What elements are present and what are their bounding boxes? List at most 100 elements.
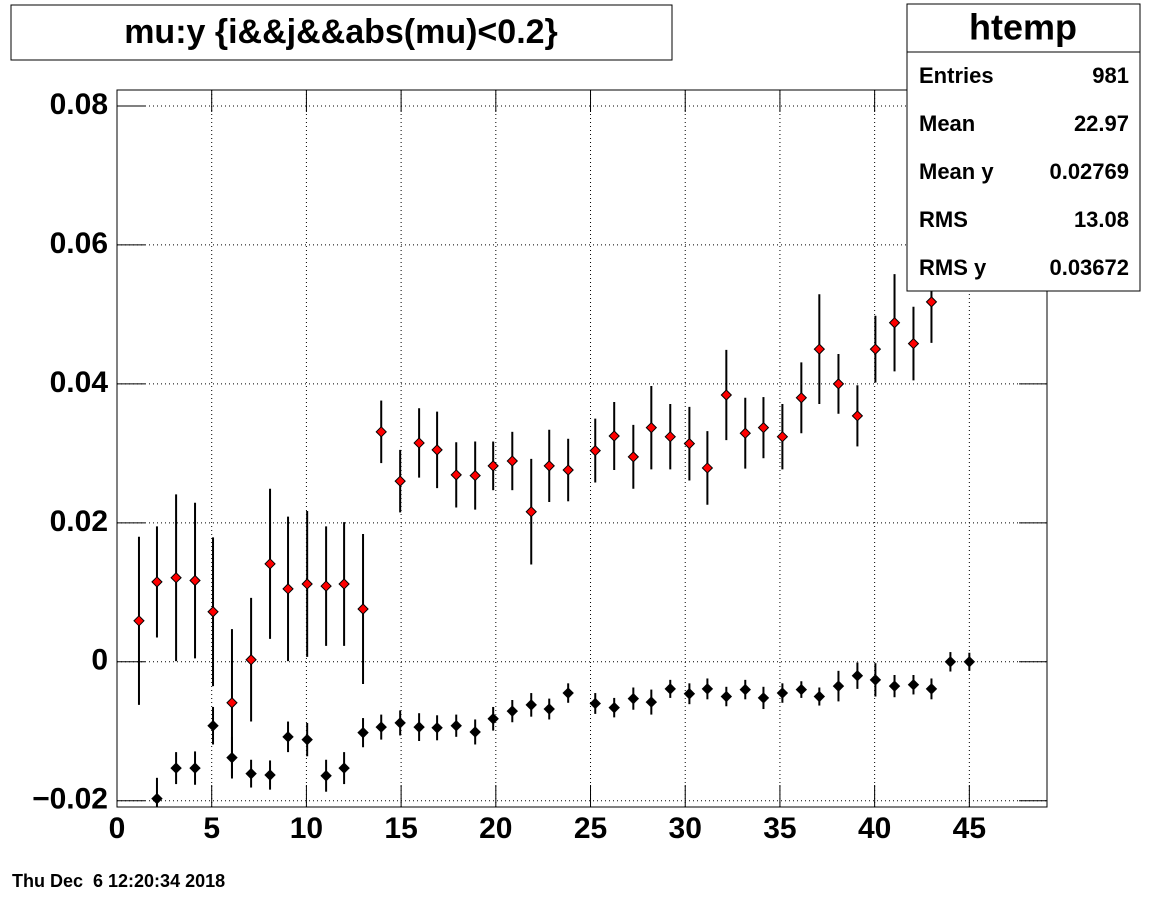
marker bbox=[944, 656, 957, 668]
marker bbox=[664, 430, 676, 443]
marker bbox=[832, 378, 845, 390]
marker bbox=[925, 296, 938, 308]
marker bbox=[264, 558, 276, 570]
marker bbox=[506, 705, 519, 717]
marker bbox=[375, 426, 387, 438]
marker bbox=[869, 343, 882, 355]
marker bbox=[469, 469, 481, 482]
marker bbox=[375, 721, 387, 733]
stats-box: htemp Entries 981 Mean 22.97 Mean y 0.02769 RM… bbox=[906, 3, 1141, 292]
plot-frame bbox=[116, 89, 1048, 808]
marker bbox=[226, 697, 238, 709]
y-tick-label: 0.06 bbox=[50, 227, 108, 260]
marker bbox=[851, 669, 864, 682]
marker bbox=[338, 578, 350, 590]
stats-value: 0.02769 bbox=[1049, 159, 1129, 184]
stats-title: htemp bbox=[969, 7, 1077, 48]
marker bbox=[627, 451, 640, 463]
marker bbox=[245, 767, 257, 780]
marker bbox=[907, 679, 920, 691]
marker bbox=[487, 713, 499, 725]
marker bbox=[627, 692, 640, 705]
plot-area bbox=[133, 260, 976, 807]
marker bbox=[170, 762, 182, 774]
marker bbox=[320, 770, 332, 782]
marker bbox=[282, 583, 294, 595]
marker bbox=[338, 762, 350, 774]
marker bbox=[776, 430, 789, 443]
marker bbox=[226, 751, 238, 764]
x-tick-label: 40 bbox=[858, 812, 891, 845]
marker bbox=[739, 427, 751, 439]
marker bbox=[450, 469, 462, 481]
stats-label: Mean y bbox=[919, 159, 994, 184]
marker bbox=[888, 680, 901, 692]
marker bbox=[907, 337, 920, 350]
marker bbox=[469, 726, 481, 738]
date-stamp: Thu Dec 6 12:20:34 2018 bbox=[12, 871, 225, 891]
marker bbox=[776, 687, 789, 699]
marker bbox=[795, 683, 808, 696]
marker bbox=[207, 720, 219, 732]
stats-label: Mean bbox=[919, 111, 975, 136]
marker bbox=[282, 731, 294, 743]
marker bbox=[525, 699, 537, 711]
marker bbox=[357, 726, 369, 739]
marker bbox=[683, 688, 696, 700]
title-box bbox=[10, 4, 673, 61]
stats-value: 22.97 bbox=[1074, 111, 1129, 136]
y-tick-label: 0.04 bbox=[50, 366, 109, 399]
marker bbox=[450, 720, 462, 732]
marker bbox=[525, 506, 537, 518]
marker bbox=[589, 444, 601, 457]
marker bbox=[301, 733, 313, 746]
x-tick-label: 45 bbox=[953, 812, 986, 845]
x-tick-label: 30 bbox=[669, 812, 702, 845]
marker bbox=[963, 656, 976, 668]
stats-label: RMS bbox=[919, 207, 968, 232]
y-tick-label: 0 bbox=[91, 644, 108, 677]
marker bbox=[245, 654, 257, 666]
marker bbox=[151, 576, 163, 588]
marker bbox=[431, 722, 443, 734]
x-tick-label: 10 bbox=[290, 812, 323, 845]
marker bbox=[394, 475, 406, 487]
x-tick-label: 20 bbox=[479, 812, 512, 845]
stats-label: Entries bbox=[919, 63, 994, 88]
y-tick-label: 0.08 bbox=[50, 88, 108, 121]
marker bbox=[720, 389, 733, 401]
marker bbox=[189, 574, 201, 587]
marker bbox=[813, 343, 826, 355]
marker bbox=[506, 455, 519, 467]
x-tick-label: 35 bbox=[763, 812, 796, 845]
marker bbox=[739, 683, 751, 696]
marker bbox=[357, 603, 369, 615]
marker bbox=[487, 460, 499, 472]
marker bbox=[264, 769, 276, 781]
x-tick-label: 15 bbox=[384, 812, 417, 845]
marker bbox=[832, 680, 845, 692]
marker bbox=[851, 410, 864, 422]
marker bbox=[925, 683, 938, 695]
marker bbox=[795, 392, 808, 404]
marker bbox=[608, 701, 620, 714]
marker bbox=[701, 683, 714, 695]
marker bbox=[413, 437, 425, 449]
x-tick-label: 25 bbox=[574, 812, 607, 845]
marker bbox=[589, 697, 601, 710]
stats-value: 981 bbox=[1092, 63, 1129, 88]
stats-label: RMS y bbox=[919, 255, 987, 280]
marker bbox=[869, 674, 882, 686]
marker bbox=[645, 421, 658, 434]
marker bbox=[562, 464, 574, 476]
marker bbox=[301, 578, 313, 590]
marker bbox=[813, 690, 826, 703]
stats-value: 0.03672 bbox=[1049, 255, 1129, 280]
y-tick-label: 0.02 bbox=[50, 505, 108, 538]
marker bbox=[413, 721, 425, 733]
marker bbox=[664, 683, 676, 695]
marker bbox=[757, 421, 770, 434]
marker bbox=[757, 692, 770, 704]
marker bbox=[189, 762, 201, 774]
